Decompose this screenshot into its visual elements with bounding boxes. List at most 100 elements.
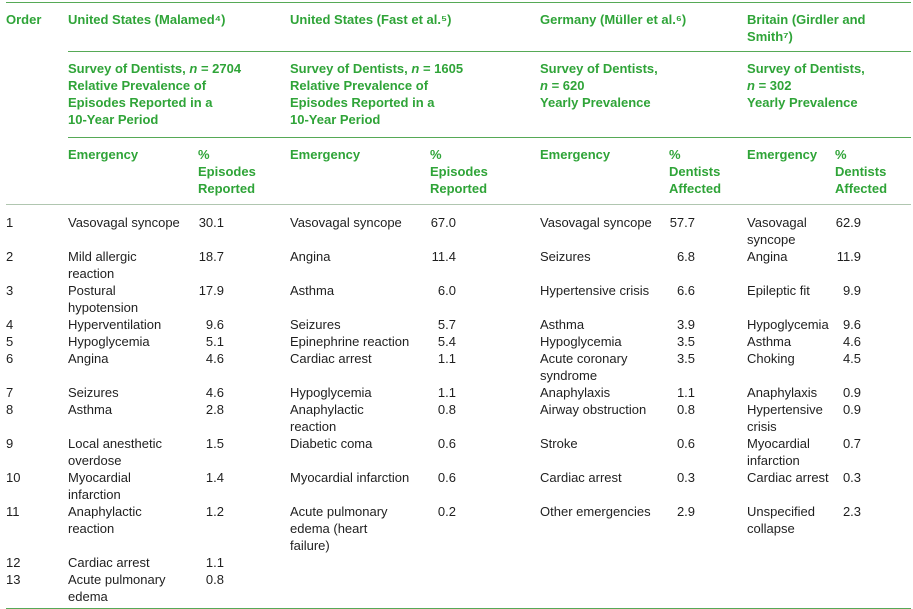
emergency-cell: Cardiac arrest <box>540 470 622 485</box>
emergency-cell: Cardiac arrest <box>68 555 150 570</box>
group-header-us-fast: United States (Fast et al.⁵) <box>290 2 541 52</box>
percent-column-header: % Episodes Reported <box>430 137 541 205</box>
percent-cell: 67.0 <box>430 205 540 249</box>
percent-cell: 5.4 <box>430 333 540 350</box>
table-row: 4 Hyperventilation 9.6 Seizures 5.7 Asthma 3.9… <box>6 316 911 333</box>
emergency-prevalence-table: Order United States (Malamed⁴) United St… <box>6 2 912 609</box>
emergency-cell: Asthma <box>540 317 585 332</box>
table-row: 6 Angina 4.6 Cardiac arrest 1.1 Acute coronar… <box>6 350 911 384</box>
emergency-cell: Anaphylactic reaction <box>290 402 364 434</box>
percent-header-label: % Episodes Reported <box>198 147 256 196</box>
emergency-cell: Cardiac arrest <box>290 351 372 366</box>
percent-cell: 18.7 <box>198 248 290 282</box>
emergency-cell: Acute coronary syndrome <box>540 351 628 383</box>
emergency-cell: Hypoglycemia <box>747 317 829 332</box>
table-row: 12 Cardiac arrest 1.1 <box>6 554 911 571</box>
emergency-cell: Acute pulmonary edema <box>68 572 166 604</box>
emergency-cell: Seizures <box>290 317 341 332</box>
percent-value: 0.7 <box>842 436 862 451</box>
percent-value: 9.6 <box>205 317 224 332</box>
percent-value: 30.1 <box>198 215 224 230</box>
table-row: 10 Myocardial infarction 1.4 Myocardial inf… <box>6 469 911 503</box>
column-header-row: Emergency % Episodes Reported Emergency … <box>6 137 912 205</box>
emergency-cell: Local anesthetic overdose <box>68 436 162 468</box>
percent-value: 4.6 <box>205 351 224 366</box>
percent-cell: 5.7 <box>430 316 540 333</box>
percent-cell: 4.5 <box>835 350 911 384</box>
percent-value: 67.0 <box>430 215 456 230</box>
table-row: 7 Seizures 4.6 Hypoglycemia 1.1 Anaphylaxis 1.… <box>6 384 911 401</box>
percent-value: 0.6 <box>676 436 696 451</box>
emergency-cell: Cardiac arrest <box>747 470 829 485</box>
emergency-cell: Asthma <box>747 334 792 349</box>
percent-cell: 0.3 <box>669 469 747 503</box>
order-cell: 5 <box>6 334 14 349</box>
percent-cell: 0.7 <box>835 435 911 469</box>
country-label: Britain (Girdler and Smith⁷) <box>747 12 866 44</box>
table-row: 3 Postural hypotension 17.9 Asthma 6.0 Hypert… <box>6 282 911 316</box>
emergency-cell: Hypertensive crisis <box>747 402 823 434</box>
percent-cell: 6.0 <box>430 282 540 316</box>
percent-value: 6.0 <box>437 283 456 298</box>
order-cell: 1 <box>6 215 14 230</box>
percent-cell: 9.6 <box>835 316 911 333</box>
table-row: 11 Anaphylactic reaction 1.2 Acute pulmonar… <box>6 503 911 554</box>
percent-cell <box>669 554 747 571</box>
percent-cell: 0.9 <box>835 384 911 401</box>
percent-value: 9.9 <box>842 283 862 298</box>
percent-cell: 0.9 <box>835 401 911 435</box>
emergency-cell: Myocardial infarction <box>747 436 810 468</box>
percent-cell: 4.6 <box>198 384 290 401</box>
order-cell: 9 <box>6 436 14 451</box>
emergency-cell: Hypoglycemia <box>540 334 622 349</box>
percent-cell: 1.1 <box>198 554 290 571</box>
percent-value: 3.9 <box>676 317 696 332</box>
emergency-cell: Anaphylactic reaction <box>68 504 142 536</box>
emergency-cell: Angina <box>68 351 109 366</box>
percent-value: 3.5 <box>676 334 696 349</box>
emergency-cell: Asthma <box>290 283 335 298</box>
order-cell: 7 <box>6 385 14 400</box>
percent-cell: 1.1 <box>669 384 747 401</box>
order-cell: 8 <box>6 402 14 417</box>
emergency-cell <box>290 571 430 609</box>
order-cell: 2 <box>6 249 14 264</box>
percent-cell: 2.8 <box>198 401 290 435</box>
percent-column-header: % Dentists Affected <box>835 137 912 205</box>
percent-cell: 6.8 <box>669 248 747 282</box>
percent-value: 2.8 <box>205 402 224 417</box>
table-row: 1 Vasovagal syncope 30.1 Vasovagal syncope 6… <box>6 205 911 249</box>
percent-value: 0.8 <box>437 402 456 417</box>
percent-value: 5.1 <box>205 334 224 349</box>
percent-cell <box>835 571 911 609</box>
percent-cell: 6.6 <box>669 282 747 316</box>
order-cell: 6 <box>6 351 14 366</box>
emergency-cell: Vasovagal syncope <box>290 215 402 230</box>
percent-cell <box>430 571 540 609</box>
percent-value: 5.7 <box>437 317 456 332</box>
group-header-us-malamed: United States (Malamed⁴) <box>68 2 290 52</box>
percent-cell <box>430 554 540 571</box>
emergency-cell: Vasovagal syncope <box>68 215 180 230</box>
table-row: 9 Local anesthetic overdose 1.5 Diabetic co… <box>6 435 911 469</box>
percent-cell: 4.6 <box>198 350 290 384</box>
percent-cell: 30.1 <box>198 205 290 249</box>
emergency-cell: Hypoglycemia <box>68 334 150 349</box>
table-row: 5 Hypoglycemia 5.1 Epinephrine reaction 5.4 H… <box>6 333 911 350</box>
percent-cell: 3.9 <box>669 316 747 333</box>
percent-value: 18.7 <box>198 249 224 264</box>
percent-value: 0.6 <box>437 470 456 485</box>
percent-cell: 3.5 <box>669 350 747 384</box>
survey-header-row: Survey of Dentists, n = 2704 Relative Pre… <box>6 51 912 138</box>
percent-cell: 17.9 <box>198 282 290 316</box>
emergency-cell: Unspecified collapse <box>747 504 815 536</box>
percent-cell: 0.2 <box>430 503 540 554</box>
order-cell: 3 <box>6 283 14 298</box>
survey-description-us-fast: Survey of Dentists, n = 1605 Relative Pre… <box>290 51 541 138</box>
percent-value: 1.1 <box>676 385 696 400</box>
percent-value: 0.8 <box>205 572 224 587</box>
emergency-cell: Hyperventilation <box>68 317 162 332</box>
emergency-column-header: Emergency <box>540 137 670 205</box>
percent-value: 62.9 <box>835 215 862 230</box>
country-label: United States (Fast et al.⁵) <box>290 12 452 27</box>
